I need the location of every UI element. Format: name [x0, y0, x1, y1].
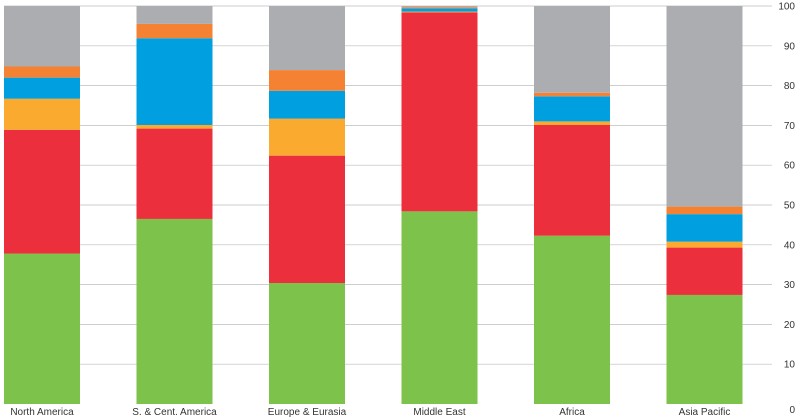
- bar-segment-0-2: [4, 98, 80, 130]
- bar-segment-3-4: [401, 7, 478, 9]
- grid-layer: [4, 5, 772, 365]
- bar-segment-3-0: [401, 211, 478, 404]
- bar-segment-1-1: [136, 128, 213, 219]
- y-tick-label: 50: [784, 201, 796, 212]
- bar-segment-5-1: [666, 247, 743, 295]
- bar-segment-4-3: [534, 96, 610, 122]
- bar-segment-1-4: [136, 23, 213, 39]
- bar-segment-1-0: [136, 218, 213, 404]
- x-category-label: North America: [10, 407, 74, 418]
- bar-segment-5-2: [666, 241, 743, 248]
- y-tick-label: 90: [784, 41, 796, 52]
- y-tick-label: 20: [784, 320, 796, 331]
- bar-segment-0-1: [4, 129, 80, 254]
- bar-segment-1-2: [136, 125, 213, 129]
- bar-segment-0-4: [4, 66, 80, 78]
- bar-segment-5-0: [666, 294, 743, 404]
- bar-segment-5-3: [666, 214, 743, 242]
- y-tick-label: 30: [784, 280, 796, 291]
- x-category-label: Middle East: [413, 407, 465, 418]
- bar-segment-2-0: [269, 283, 345, 404]
- bar-segment-2-5: [269, 6, 345, 71]
- y-tick-label: 70: [784, 121, 796, 132]
- bar-segment-1-3: [136, 38, 213, 126]
- x-category-label: Asia Pacific: [679, 407, 731, 418]
- bar-segment-1-5: [136, 6, 213, 24]
- x-category-label: Europe & Eurasia: [268, 407, 347, 418]
- y-tick-label: 10: [784, 360, 796, 371]
- y-tick-label: 100: [778, 2, 795, 13]
- y-tick-label: 80: [784, 81, 796, 92]
- bar-segment-4-2: [534, 121, 610, 126]
- labels-layer: 0 10 20 30 40 50 60 70 80 90 100 North America S. & …: [10, 2, 795, 419]
- bar-segment-5-4: [666, 206, 743, 215]
- bar-segment-3-2: [401, 11, 478, 13]
- bars-layer: [4, 6, 743, 404]
- bar-segment-3-1: [401, 12, 478, 212]
- y-tick-label: 0: [789, 405, 795, 416]
- bar-segment-0-5: [4, 6, 80, 67]
- bar-segment-2-3: [269, 90, 345, 119]
- bar-segment-4-0: [534, 235, 610, 404]
- x-category-label: Africa: [559, 407, 585, 418]
- bar-segment-3-3: [401, 8, 478, 12]
- y-tick-label: 40: [784, 240, 796, 251]
- x-category-label: S. & Cent. America: [132, 407, 217, 418]
- bar-segment-2-1: [269, 155, 345, 284]
- bar-segment-0-0: [4, 253, 80, 404]
- bar-segment-2-4: [269, 70, 345, 91]
- bar-segment-3-5: [401, 6, 478, 8]
- bar-segment-4-4: [534, 92, 610, 97]
- bar-segment-0-3: [4, 77, 80, 99]
- y-tick-label: 60: [784, 161, 796, 172]
- bar-segment-5-5: [666, 6, 743, 207]
- bar-segment-4-1: [534, 125, 610, 236]
- bar-segment-2-2: [269, 118, 345, 156]
- bar-segment-4-5: [534, 6, 610, 93]
